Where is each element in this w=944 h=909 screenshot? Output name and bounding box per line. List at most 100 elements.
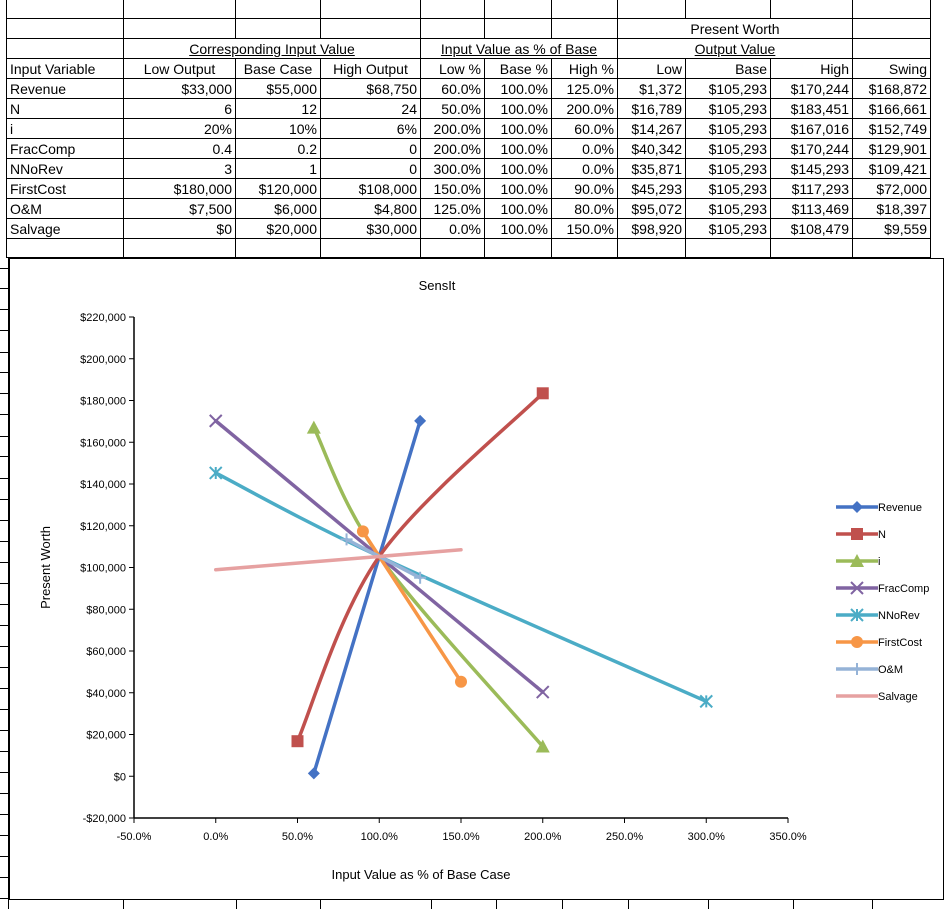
- input-pct-header[interactable]: Input Value as % of Base: [420, 38, 618, 59]
- cell[interactable]: [420, 18, 485, 39]
- table-cell[interactable]: $180,000: [123, 178, 236, 199]
- col-header-low-output[interactable]: Low Output: [123, 58, 236, 79]
- cell[interactable]: [551, 238, 618, 258]
- corresponding-input-header[interactable]: Corresponding Input Value: [123, 38, 421, 59]
- cell[interactable]: [852, 38, 931, 59]
- table-cell[interactable]: $35,871: [617, 158, 686, 179]
- col-header-input-variable[interactable]: Input Variable: [6, 58, 124, 79]
- cell[interactable]: [320, 18, 421, 39]
- table-cell[interactable]: 6: [123, 98, 236, 119]
- cell[interactable]: [617, 238, 686, 258]
- table-cell[interactable]: 100.0%: [484, 138, 552, 159]
- cell[interactable]: [484, 18, 552, 39]
- table-cell[interactable]: $1,372: [617, 78, 686, 99]
- table-cell[interactable]: 80.0%: [551, 198, 618, 219]
- cell[interactable]: [420, 238, 485, 258]
- table-cell[interactable]: 100.0%: [484, 198, 552, 219]
- table-cell[interactable]: 0: [320, 138, 421, 159]
- table-cell[interactable]: 150.0%: [420, 178, 485, 199]
- table-cell[interactable]: $183,451: [770, 98, 853, 119]
- row-label[interactable]: NNoRev: [6, 158, 124, 179]
- cell[interactable]: [6, 238, 124, 258]
- table-cell[interactable]: $6,000: [235, 198, 321, 219]
- row-label[interactable]: Salvage: [6, 218, 124, 239]
- cell[interactable]: [551, 0, 618, 19]
- table-cell[interactable]: 0.4: [123, 138, 236, 159]
- table-cell[interactable]: 100.0%: [484, 218, 552, 239]
- row-label[interactable]: i: [6, 118, 124, 139]
- cell[interactable]: [852, 18, 931, 39]
- table-cell[interactable]: $105,293: [685, 198, 771, 219]
- cell[interactable]: [617, 0, 686, 19]
- row-label[interactable]: Revenue: [6, 78, 124, 99]
- table-cell[interactable]: $72,000: [852, 178, 931, 199]
- col-header-swing[interactable]: Swing: [852, 58, 931, 79]
- table-cell[interactable]: $40,342: [617, 138, 686, 159]
- col-header-high-pct[interactable]: High %: [551, 58, 618, 79]
- table-cell[interactable]: 10%: [235, 118, 321, 139]
- table-cell[interactable]: $98,920: [617, 218, 686, 239]
- table-cell[interactable]: $113,469: [770, 198, 853, 219]
- table-cell[interactable]: $170,244: [770, 78, 853, 99]
- table-cell[interactable]: 150.0%: [551, 218, 618, 239]
- table-cell[interactable]: 100.0%: [484, 98, 552, 119]
- table-cell[interactable]: 12: [235, 98, 321, 119]
- table-cell[interactable]: $152,749: [852, 118, 931, 139]
- table-cell[interactable]: $167,016: [770, 118, 853, 139]
- row-label[interactable]: O&M: [6, 198, 124, 219]
- cell[interactable]: [420, 0, 485, 19]
- col-header-low[interactable]: Low: [617, 58, 686, 79]
- table-cell[interactable]: $0: [123, 218, 236, 239]
- table-cell[interactable]: $105,293: [685, 118, 771, 139]
- table-cell[interactable]: 24: [320, 98, 421, 119]
- table-cell[interactable]: 0.0%: [420, 218, 485, 239]
- row-label[interactable]: FirstCost: [6, 178, 124, 199]
- cell[interactable]: [770, 0, 853, 19]
- table-cell[interactable]: $20,000: [235, 218, 321, 239]
- table-cell[interactable]: 20%: [123, 118, 236, 139]
- cell[interactable]: [123, 0, 236, 19]
- row-label[interactable]: N: [6, 98, 124, 119]
- table-cell[interactable]: 60.0%: [420, 78, 485, 99]
- table-cell[interactable]: $120,000: [235, 178, 321, 199]
- present-worth-header[interactable]: Present Worth: [617, 18, 853, 39]
- cell[interactable]: [235, 18, 321, 39]
- table-cell[interactable]: 125.0%: [420, 198, 485, 219]
- table-cell[interactable]: $168,872: [852, 78, 931, 99]
- table-cell[interactable]: 0.0%: [551, 138, 618, 159]
- table-cell[interactable]: 50.0%: [420, 98, 485, 119]
- cell[interactable]: [484, 0, 552, 19]
- cell[interactable]: [320, 0, 421, 19]
- table-cell[interactable]: $166,661: [852, 98, 931, 119]
- table-cell[interactable]: $30,000: [320, 218, 421, 239]
- table-cell[interactable]: 100.0%: [484, 178, 552, 199]
- cell[interactable]: [685, 0, 771, 19]
- table-cell[interactable]: $145,293: [770, 158, 853, 179]
- table-cell[interactable]: $95,072: [617, 198, 686, 219]
- table-cell[interactable]: $105,293: [685, 98, 771, 119]
- table-cell[interactable]: 3: [123, 158, 236, 179]
- table-cell[interactable]: 300.0%: [420, 158, 485, 179]
- cell[interactable]: [6, 18, 124, 39]
- table-cell[interactable]: $68,750: [320, 78, 421, 99]
- table-cell[interactable]: $105,293: [685, 138, 771, 159]
- table-cell[interactable]: 60.0%: [551, 118, 618, 139]
- table-cell[interactable]: $108,000: [320, 178, 421, 199]
- cell[interactable]: [235, 0, 321, 19]
- table-cell[interactable]: 0: [320, 158, 421, 179]
- table-cell[interactable]: $170,244: [770, 138, 853, 159]
- cell[interactable]: [235, 238, 321, 258]
- table-cell[interactable]: 200.0%: [420, 118, 485, 139]
- table-cell[interactable]: $105,293: [685, 78, 771, 99]
- chart-area[interactable]: SensIt $220,000 $200,000 $180,000 $160,000 $1…: [9, 258, 944, 900]
- table-cell[interactable]: $7,500: [123, 198, 236, 219]
- cell[interactable]: [123, 18, 236, 39]
- table-cell[interactable]: $105,293: [685, 158, 771, 179]
- table-cell[interactable]: 0.2: [235, 138, 321, 159]
- table-cell[interactable]: $33,000: [123, 78, 236, 99]
- table-cell[interactable]: 0.0%: [551, 158, 618, 179]
- col-header-high[interactable]: High: [770, 58, 853, 79]
- cell[interactable]: [551, 18, 618, 39]
- cell[interactable]: [484, 238, 552, 258]
- cell[interactable]: [770, 238, 853, 258]
